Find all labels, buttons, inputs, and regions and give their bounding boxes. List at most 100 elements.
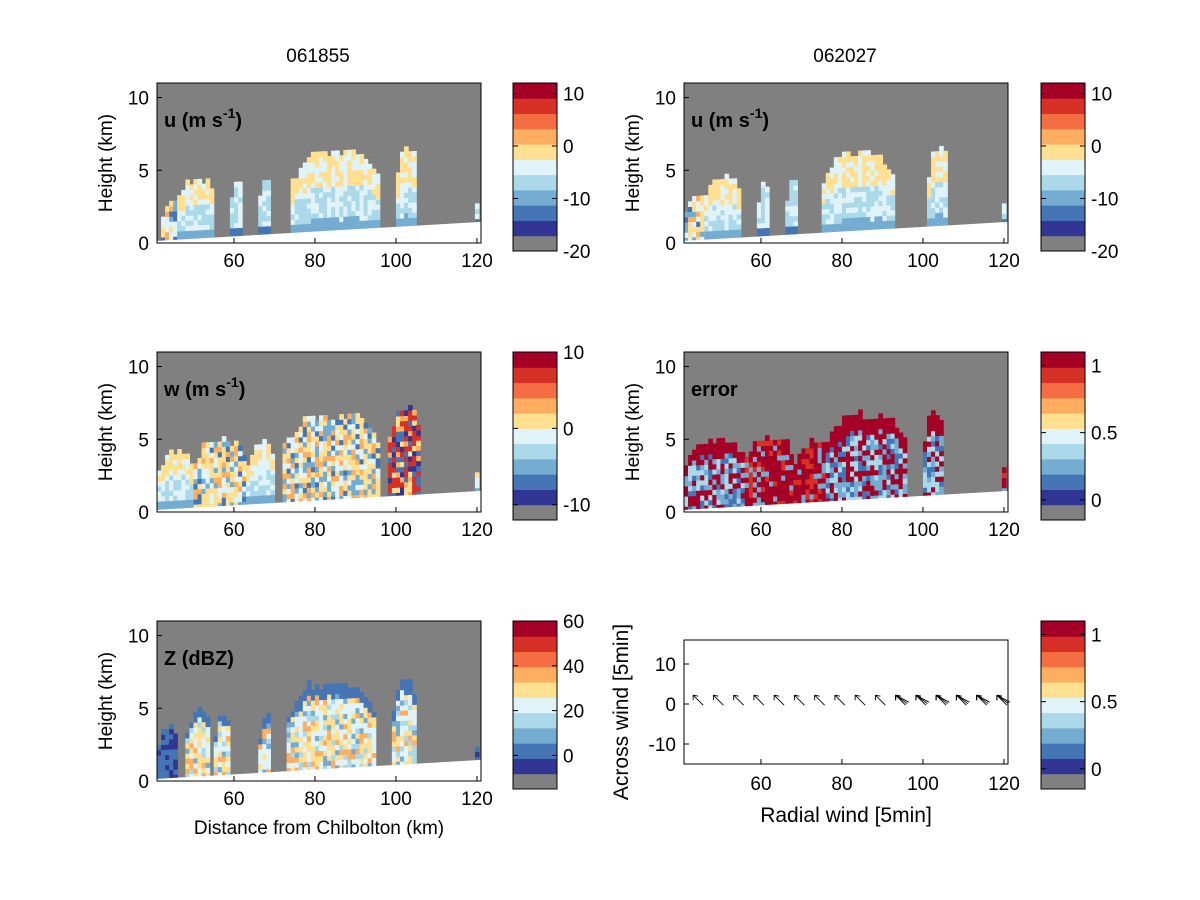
echo-cell bbox=[157, 723, 178, 781]
x-tick-label: 120 bbox=[461, 251, 493, 272]
colorbar-frame bbox=[1040, 620, 1086, 790]
echo-cell bbox=[286, 679, 377, 774]
x-tick-label: 60 bbox=[750, 774, 771, 795]
colorbar-swatch bbox=[1041, 189, 1085, 206]
echo-cell bbox=[474, 203, 480, 225]
echo-cell bbox=[785, 179, 798, 237]
colorbar-tick-label: 0.5 bbox=[1091, 424, 1117, 445]
wind-arrow bbox=[895, 694, 909, 706]
axes-frame bbox=[683, 639, 1009, 765]
y-tick-label: 5 bbox=[138, 430, 149, 451]
colorbar-swatch bbox=[513, 413, 557, 429]
panel-label-main: u (m s bbox=[691, 110, 750, 132]
echo-cell bbox=[793, 437, 831, 506]
wind-arrow bbox=[773, 694, 785, 706]
colorbar-tick-label: -10 bbox=[563, 496, 590, 517]
colorbar-swatch bbox=[513, 773, 557, 789]
wind-arrow bbox=[996, 694, 1011, 706]
x-tick-label: 100 bbox=[907, 520, 939, 541]
x-tick-label: 80 bbox=[304, 789, 325, 810]
beam-blockage bbox=[157, 759, 481, 781]
x-tick-label: 60 bbox=[223, 251, 244, 272]
wind-arrow bbox=[753, 694, 765, 706]
colorbar-swatch bbox=[513, 220, 557, 237]
y-axis-label: Across wind [5min] bbox=[610, 624, 633, 800]
data-field bbox=[157, 679, 481, 781]
wind-arrow bbox=[915, 694, 930, 706]
colorbar-tick-label: 10 bbox=[1091, 85, 1112, 106]
colorbar-swatch bbox=[1041, 636, 1085, 653]
y-axis-label: Height (km) bbox=[96, 652, 117, 750]
panel-label: w (m s-1) bbox=[163, 374, 245, 401]
echo-cell bbox=[1001, 467, 1007, 494]
wind-arrow bbox=[935, 694, 950, 706]
colorbar-tick-label: 20 bbox=[563, 702, 584, 723]
panel-label-main: u (m s bbox=[164, 110, 223, 132]
colorbar-swatch bbox=[1041, 144, 1085, 160]
colorbar-swatch bbox=[1041, 621, 1085, 637]
colorbar-frame bbox=[512, 82, 558, 252]
y-tick-label: 5 bbox=[665, 430, 676, 451]
colorbar-swatch bbox=[1041, 174, 1085, 191]
echo-cell bbox=[825, 409, 908, 504]
echo-cell bbox=[193, 436, 247, 510]
colorbar-swatch bbox=[1041, 682, 1085, 698]
panel-label-sup: -1 bbox=[226, 374, 239, 390]
axes-frame bbox=[156, 620, 482, 782]
colorbar-swatch bbox=[1041, 458, 1085, 475]
colorbar-swatch bbox=[513, 98, 557, 115]
column-title-right: 062027 bbox=[813, 46, 876, 67]
colorbar-swatch bbox=[513, 189, 557, 206]
colorbar-swatch bbox=[513, 113, 557, 130]
echo-cell bbox=[246, 438, 276, 507]
colorbar-frame bbox=[512, 351, 558, 521]
y-axis-label: Height (km) bbox=[96, 383, 117, 481]
colorbar-tick-label: -10 bbox=[1091, 190, 1118, 211]
x-tick-label: 80 bbox=[304, 251, 325, 272]
y-tick-label: 10 bbox=[655, 358, 676, 379]
x-tick-label: 60 bbox=[750, 251, 771, 272]
echo-cell bbox=[395, 146, 417, 229]
colorbar: 10 0 -10 bbox=[512, 343, 590, 521]
colorbar: 10.50 bbox=[1040, 351, 1117, 521]
y-tick-label: 10 bbox=[655, 89, 676, 110]
colorbar-swatch bbox=[513, 712, 557, 729]
axes-frame bbox=[683, 82, 1009, 244]
echo-cell bbox=[927, 145, 948, 229]
colorbar-tick-label: 0 bbox=[1091, 760, 1102, 781]
beam-blockage bbox=[684, 490, 1008, 512]
beam-blockage bbox=[684, 221, 1008, 243]
echo-cell bbox=[387, 404, 421, 499]
echo-cell bbox=[391, 679, 417, 768]
colorbar-frame bbox=[1040, 351, 1086, 521]
colorbar-swatch bbox=[1041, 697, 1085, 714]
echo-cell bbox=[684, 437, 746, 512]
colorbar-swatch bbox=[1041, 474, 1085, 490]
colorbar-swatch bbox=[513, 205, 557, 221]
colorbar-swatch bbox=[513, 144, 557, 160]
echo-cell bbox=[258, 712, 271, 775]
y-axis-label: Height (km) bbox=[623, 114, 644, 212]
wind-arrow bbox=[976, 694, 990, 706]
panel-label: u (m s-1) bbox=[691, 105, 769, 132]
data-field bbox=[684, 409, 1008, 512]
y-tick-label: 0 bbox=[138, 772, 149, 793]
wind-arrow bbox=[854, 694, 866, 706]
y-tick-label: 10 bbox=[128, 358, 149, 379]
x-tick-label: 120 bbox=[461, 520, 493, 541]
y-tick-label: -10 bbox=[649, 735, 676, 756]
colorbar-swatch bbox=[1041, 758, 1085, 775]
colorbar-swatch bbox=[1041, 666, 1085, 683]
echo-cell bbox=[258, 179, 271, 237]
colorbar-tick-label: -20 bbox=[1091, 242, 1118, 263]
data-field bbox=[157, 404, 481, 512]
echo-cell bbox=[290, 149, 381, 236]
colorbar-swatch bbox=[513, 743, 557, 759]
axes-frame bbox=[156, 82, 482, 244]
colorbar-swatch bbox=[1041, 443, 1085, 460]
colorbar-swatch bbox=[513, 621, 557, 637]
wind-arrow bbox=[814, 694, 825, 706]
